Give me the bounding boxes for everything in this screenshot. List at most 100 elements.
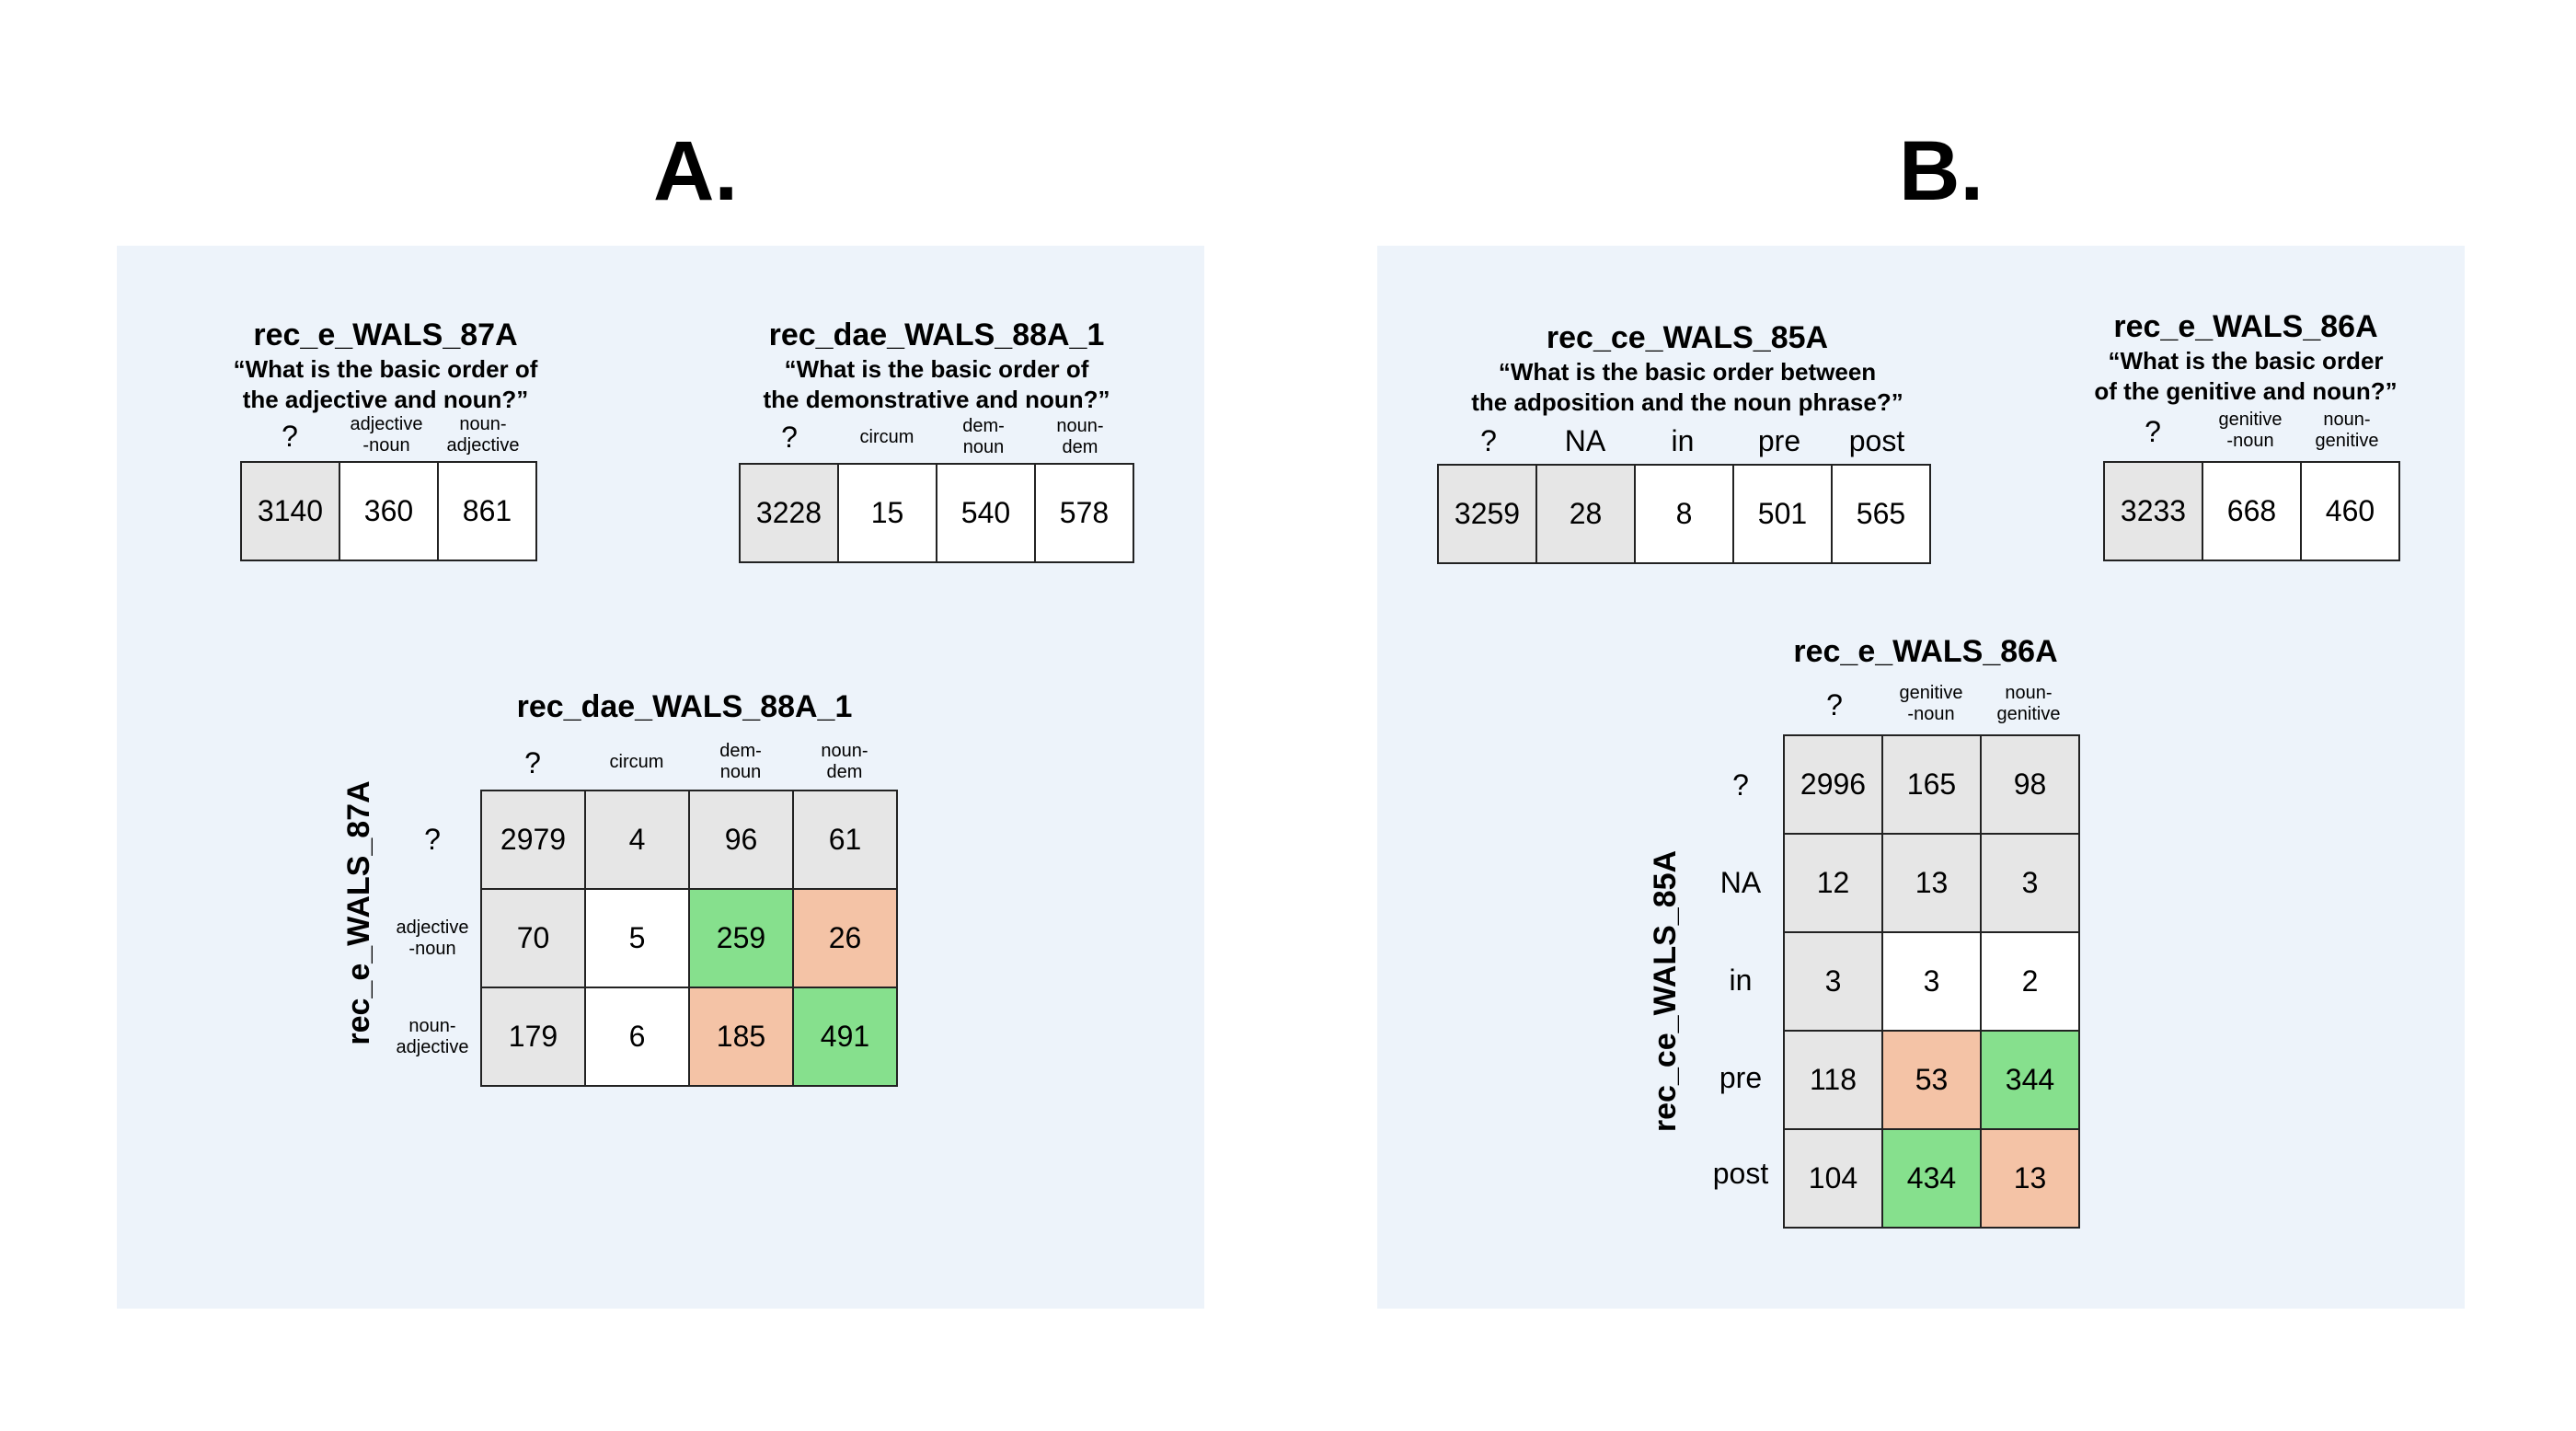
count-cell: 3233 (2105, 463, 2203, 560)
panel-b-cross-row-header: pre (1719, 1061, 1763, 1095)
panel-a-table2-header: noun-dem (1056, 416, 1104, 457)
panel-a-table1-row: 3140 360 861 (240, 461, 537, 561)
count-cell: 70 (482, 890, 586, 987)
count-cell: 165 (1883, 736, 1982, 833)
disagreement-cell: 185 (690, 988, 794, 1085)
agreement-cell: 491 (794, 988, 896, 1085)
disagreement-cell: 26 (794, 890, 896, 987)
agreement-cell: 259 (690, 890, 794, 987)
count-cell: 12 (1785, 835, 1883, 931)
table-row: 2996 165 98 (1785, 736, 2078, 835)
count-cell: 6 (586, 988, 690, 1085)
panel-b-table2-question: “What is the basic order of the genitive… (2094, 347, 2398, 405)
panel-b-table1-header: NA (1564, 424, 1606, 457)
count-cell: 15 (839, 465, 937, 561)
count-cell: 540 (937, 465, 1036, 561)
panel-a-table1-title: rec_e_WALS_87A (253, 317, 518, 352)
panel-b-cross-table: 2996 165 98 12 13 3 3 3 2 118 53 344 104… (1783, 734, 2080, 1229)
panel-b-letter: B. (1899, 124, 1984, 218)
count-cell: 565 (1833, 466, 1929, 562)
count-cell: 3 (1883, 933, 1982, 1030)
panel-a-table2-header: dem-noun (962, 416, 1005, 457)
panel-a-cross-column-header: dem-noun (719, 741, 762, 782)
count-cell: 2996 (1785, 736, 1883, 833)
panel-a-table1-header: adjective -noun (350, 414, 423, 456)
panel-a-table2-header: circum (859, 427, 914, 447)
panel-a-table2-question: “What is the basic order of the demonstr… (763, 355, 1110, 413)
table-row: 179 6 185 491 (482, 988, 896, 1085)
count-cell: 179 (482, 988, 586, 1085)
panel-b-cross-column-header: ? (1826, 688, 1843, 721)
table-row: 70 5 259 26 (482, 890, 896, 988)
count-cell: 3 (1785, 933, 1883, 1030)
panel-a-table1-header: noun-adjective (446, 414, 520, 456)
panel-b-cross-column-header: noun-genitive (1996, 683, 2061, 724)
panel-b-table1-row: 3259 28 8 501 565 (1437, 464, 1931, 564)
panel-b-cross-row-header: ? (1732, 768, 1749, 802)
count-cell: 460 (2302, 463, 2398, 560)
panel-b-table2-header: ? (2145, 415, 2161, 448)
count-cell: 3228 (741, 465, 839, 561)
disagreement-cell: 13 (1982, 1130, 2078, 1227)
count-cell: 104 (1785, 1130, 1883, 1227)
panel-a-cross-row-header: noun-adjective (396, 1015, 469, 1057)
panel-a-table1-header: ? (282, 420, 298, 453)
disagreement-cell: 53 (1883, 1032, 1982, 1128)
count-cell: 668 (2203, 463, 2302, 560)
panel-b-cross-column-header: genitive -noun (1899, 683, 1963, 724)
count-cell: 4 (586, 791, 690, 888)
panel-b-table1-question: “What is the basic order between the adp… (1471, 358, 1903, 416)
panel-a-cross-row-header: adjective -noun (396, 917, 469, 959)
count-cell: 28 (1537, 466, 1636, 562)
panel-b-cross-column-title: rec_e_WALS_86A (1793, 634, 2058, 669)
count-cell: 118 (1785, 1032, 1883, 1128)
count-cell: 5 (586, 890, 690, 987)
count-cell: 861 (439, 463, 535, 560)
count-cell: 3140 (242, 463, 340, 560)
count-cell: 96 (690, 791, 794, 888)
panel-b-table2-header: noun-genitive (2315, 410, 2379, 451)
panel-b-table1-header: ? (1480, 424, 1497, 457)
panel-a-cross-column-header: noun-dem (821, 741, 868, 782)
table-row: 3 3 2 (1785, 933, 2078, 1032)
panel-b-table2-row: 3233 668 460 (2103, 461, 2400, 561)
panel-b-cross-row-header: NA (1719, 866, 1762, 900)
panel-a-table2-row: 3228 15 540 578 (739, 463, 1134, 563)
panel-a-cross-table: 2979 4 96 61 70 5 259 26 179 6 185 491 (480, 790, 898, 1087)
count-cell: 2979 (482, 791, 586, 888)
count-cell: 3259 (1439, 466, 1537, 562)
panel-b-cross-row-title: rec_ce_WALS_85A (1648, 849, 1683, 1133)
count-cell: 360 (340, 463, 439, 560)
panel-b-cross-row-header: post (1712, 1157, 1769, 1191)
count-cell: 98 (1982, 736, 2078, 833)
count-cell: 2 (1982, 933, 2078, 1030)
panel-b-table2-header: genitive -noun (2218, 410, 2283, 451)
count-cell: 8 (1636, 466, 1734, 562)
panel-a-table2-title: rec_dae_WALS_88A_1 (768, 317, 1105, 352)
panel-a-background (117, 246, 1204, 1309)
panel-a-cross-column-title: rec_dae_WALS_88A_1 (516, 689, 853, 724)
panel-a-table2-header: ? (781, 421, 798, 454)
count-cell: 578 (1036, 465, 1133, 561)
panel-b-cross-row-header: in (1729, 964, 1753, 998)
panel-b-table1-header: pre (1757, 424, 1801, 457)
count-cell: 3 (1982, 835, 2078, 931)
panel-a-cross-row-header: ? (424, 823, 441, 857)
count-cell: 61 (794, 791, 896, 888)
panel-a-cross-row-title: rec_e_WALS_87A (341, 780, 376, 1045)
panel-a-cross-column-header: circum (609, 752, 664, 772)
count-cell: 13 (1883, 835, 1982, 931)
panel-b-table2-title: rec_e_WALS_86A (2113, 309, 2378, 344)
table-row: 104 434 13 (1785, 1130, 2078, 1227)
panel-a-letter: A. (653, 124, 738, 218)
panel-a-cross-column-header: ? (524, 746, 541, 779)
agreement-cell: 344 (1982, 1032, 2078, 1128)
table-row: 2979 4 96 61 (482, 791, 896, 890)
count-cell: 501 (1734, 466, 1833, 562)
agreement-cell: 434 (1883, 1130, 1982, 1227)
table-row: 118 53 344 (1785, 1032, 2078, 1130)
table-row: 12 13 3 (1785, 835, 2078, 933)
panel-a-table1-question: “What is the basic order of the adjectiv… (233, 355, 538, 413)
panel-b-table1-header: post (1848, 424, 1905, 457)
panel-b-table1-title: rec_ce_WALS_85A (1546, 320, 1829, 355)
